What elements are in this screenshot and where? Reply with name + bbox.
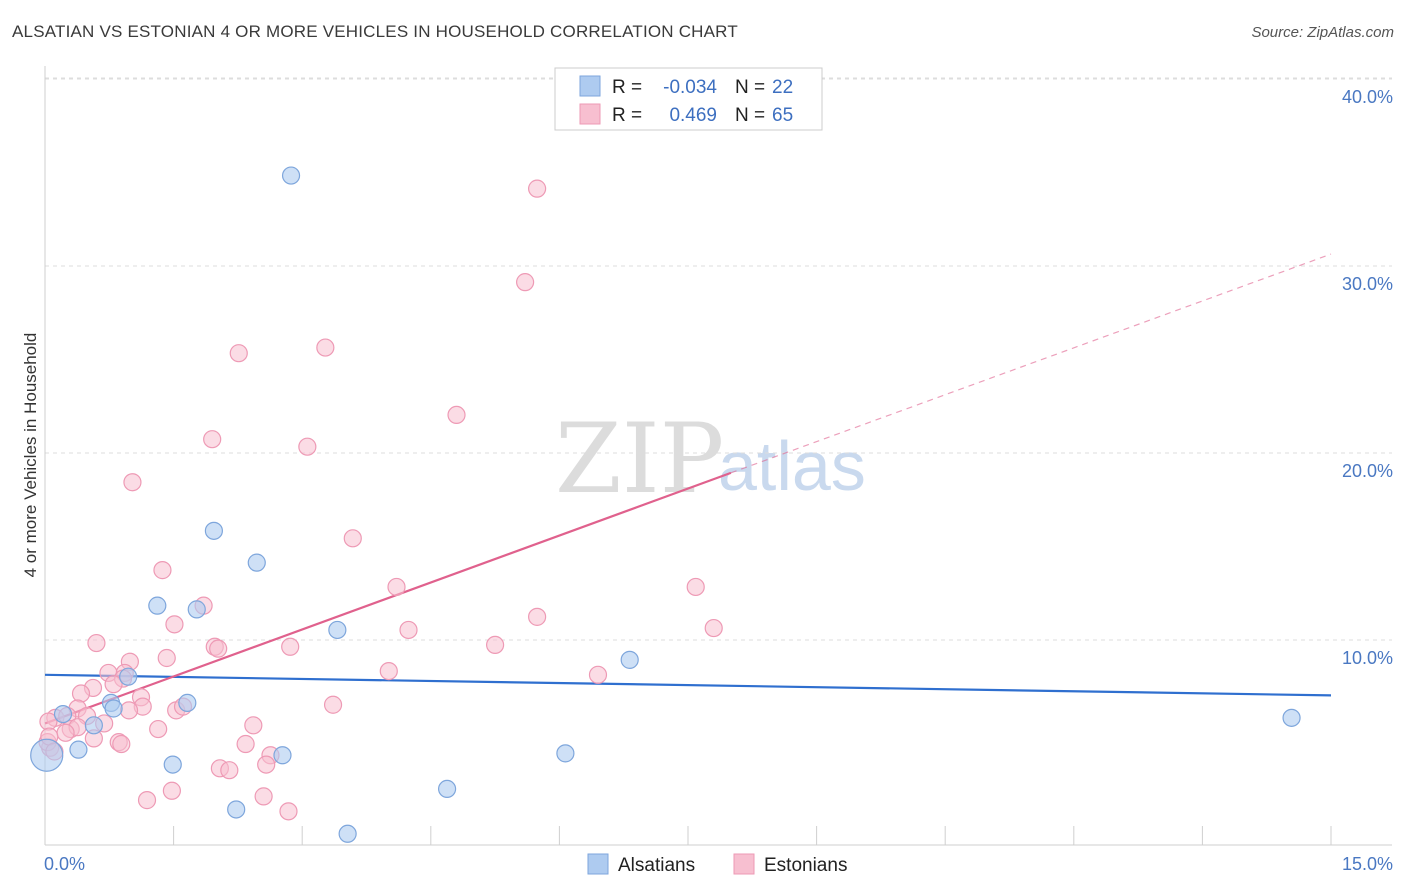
bottom-legend: Alsatians Estonians: [587, 853, 847, 876]
point-alsatians-10: [104, 699, 123, 718]
point-alsatians-5: [328, 620, 347, 640]
point-estonians-9: [153, 561, 172, 580]
legend-r-value-estonians: 0.469: [669, 105, 717, 126]
point-estonians-17: [87, 633, 106, 653]
point-estonians-13: [528, 607, 547, 626]
point-estonians-47: [149, 719, 168, 739]
point-alsatians-16: [163, 755, 182, 774]
point-alsatians-9: [178, 693, 197, 712]
data-points: [30, 166, 1301, 843]
point-estonians-57: [220, 761, 239, 780]
legend-r-label-estonians: R =: [612, 105, 642, 126]
point-estonians-51: [112, 734, 131, 754]
legend-r-value-alsatians: -0.034: [663, 77, 717, 98]
point-estonians-5: [203, 430, 222, 449]
legend-n-label-alsatians: N =: [735, 77, 765, 98]
legend-n-label-estonians: N =: [735, 105, 765, 126]
bottom-legend-label-estonians: Estonians: [764, 855, 847, 876]
bottom-legend-swatch-alsatians: [587, 853, 609, 875]
point-alsatians-17: [437, 779, 457, 799]
y-tick-label-20: 20.0%: [1342, 461, 1393, 481]
point-estonians-48: [244, 716, 263, 735]
point-estonians-1: [516, 273, 535, 292]
point-alsatians-4: [187, 600, 206, 619]
x-tick-label-max: 15.0%: [1342, 854, 1393, 874]
point-alsatians-21: [30, 738, 64, 772]
point-alsatians-12: [84, 716, 103, 735]
point-estonians-14: [165, 615, 184, 634]
point-alsatians-20: [1282, 708, 1301, 727]
point-estonians-29: [104, 675, 123, 694]
point-estonians-3: [316, 338, 335, 357]
x-tick-label-min: 0.0%: [44, 854, 85, 874]
point-alsatians-11: [53, 704, 73, 724]
point-estonians-26: [379, 661, 398, 681]
legend-n-value-estonians: 65: [772, 105, 793, 126]
point-estonians-46: [56, 723, 75, 742]
point-estonians-7: [123, 473, 142, 492]
legend: R = -0.034 N = 22 R = 0.469 N = 65: [554, 67, 823, 131]
point-estonians-15: [399, 620, 418, 640]
legend-n-value-alsatians: 22: [772, 77, 793, 98]
point-alsatians-1: [204, 521, 223, 540]
source-label: Source: ZipAtlas.com: [1251, 24, 1394, 41]
point-alsatians-7: [119, 667, 138, 686]
point-alsatians-3: [148, 596, 167, 615]
point-estonians-58: [162, 781, 181, 800]
grid-lines: [45, 77, 1392, 641]
point-estonians-22: [157, 648, 176, 668]
chart-title: ALSATIAN VS ESTONIAN 4 OR MORE VEHICLES …: [12, 22, 738, 41]
point-alsatians-13: [69, 740, 88, 759]
point-estonians-18: [281, 637, 300, 656]
point-estonians-4: [447, 405, 466, 424]
point-alsatians-2: [247, 553, 266, 572]
watermark-atlas: atlas: [718, 427, 866, 505]
tick-labels: 10.0% 20.0% 30.0% 40.0% 0.0% 15.0%: [44, 87, 1393, 874]
point-estonians-52: [236, 734, 255, 754]
point-estonians-6: [298, 437, 317, 456]
trend-line-alsatians: [44, 673, 1332, 697]
watermark-zip: ZIP: [555, 403, 724, 515]
point-alsatians-0: [281, 166, 301, 185]
point-alsatians-6: [620, 650, 639, 669]
point-estonians-59: [254, 787, 273, 806]
y-axis-label: 4 or more Vehicles in Household: [21, 333, 40, 578]
legend-swatch-alsatians: [579, 75, 601, 97]
point-alsatians-14: [273, 746, 292, 765]
point-estonians-11: [686, 577, 705, 597]
point-alsatians-19: [338, 824, 357, 843]
y-tick-label-10: 10.0%: [1342, 648, 1393, 668]
legend-r-label-alsatians: R =: [612, 77, 642, 98]
point-alsatians-15: [556, 744, 575, 763]
bottom-legend-swatch-estonians: [733, 853, 755, 875]
point-alsatians-18: [227, 800, 246, 819]
point-estonians-19: [486, 635, 505, 655]
point-estonians-60: [137, 791, 157, 810]
point-estonians-34: [119, 701, 139, 720]
point-estonians-21: [209, 639, 228, 658]
y-tick-label-40: 40.0%: [1342, 87, 1393, 107]
legend-swatch-estonians: [579, 103, 601, 125]
y-tick-label-30: 30.0%: [1342, 274, 1393, 294]
trend-extension-estonians: [730, 253, 1332, 474]
point-estonians-27: [588, 665, 608, 684]
trend-line-estonians: [44, 471, 732, 725]
bottom-legend-label-alsatians: Alsatians: [618, 855, 695, 876]
point-estonians-8: [343, 529, 362, 548]
point-estonians-55: [257, 755, 276, 774]
point-estonians-37: [323, 695, 343, 714]
point-estonians-2: [229, 344, 248, 363]
point-estonians-16: [704, 618, 723, 638]
point-estonians-10: [387, 577, 406, 597]
point-estonians-0: [528, 179, 547, 198]
trend-lines: [44, 253, 1332, 725]
point-estonians-61: [279, 802, 298, 821]
point-estonians-31: [71, 684, 91, 703]
